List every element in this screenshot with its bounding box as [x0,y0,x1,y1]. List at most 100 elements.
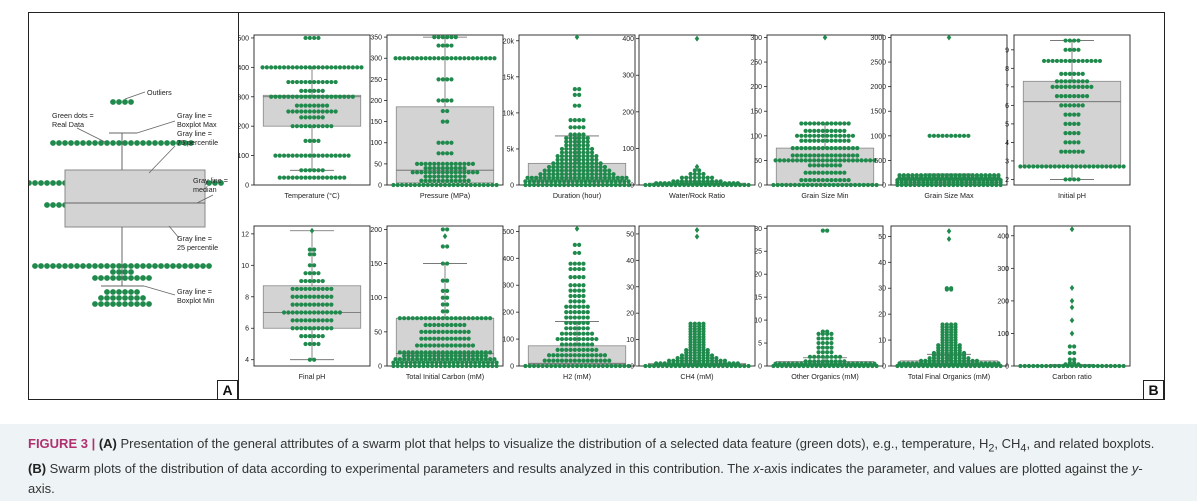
data-point [953,173,958,178]
data-point [299,109,304,114]
data-point [1084,58,1090,64]
data-point [559,157,565,162]
legend-data-dot [104,301,110,307]
data-point [277,175,282,180]
data-point [466,316,471,321]
data-point [581,125,586,130]
data-point [816,354,821,359]
data-point [816,359,821,364]
data-point [307,271,312,276]
box-iqr [262,94,362,127]
data-point [572,164,577,170]
data-point [329,318,334,323]
data-point [551,168,556,173]
data-point [449,98,454,103]
data-point [307,341,312,347]
data-point [624,175,629,180]
data-point [494,363,499,369]
data-point [316,168,321,173]
data-point [307,175,312,180]
data-point [581,161,586,166]
legend-data-dot [122,99,128,105]
data-point [466,56,471,61]
data-point [404,363,409,369]
legend-data-dot [104,289,110,295]
data-point [436,174,441,179]
data-point [568,288,573,293]
data-point [410,353,415,358]
data-point [647,363,652,369]
data-point [473,182,478,188]
legend-data-dot [86,263,92,269]
data-point [440,43,445,48]
data-point [572,154,577,159]
data-point [564,164,569,170]
data-point [609,179,614,184]
legend-data-dot [146,140,152,146]
data-point [273,153,278,158]
legend-data-dot [146,301,152,307]
data-point [799,361,804,366]
data-point [600,363,605,369]
data-point [572,315,577,320]
data-point [457,161,463,166]
y-tick-label: 7 [1005,84,1009,91]
data-point [613,182,618,188]
data-point [481,363,486,369]
data-point [490,182,495,188]
data-point [316,138,321,143]
data-point [585,136,590,141]
data-point [395,363,400,369]
data-point [602,164,608,170]
data-point [277,153,282,158]
data-point [1074,164,1079,169]
data-point [1121,363,1126,369]
data-point [412,360,417,365]
data-point [833,158,838,163]
data-point [855,158,860,163]
data-point [1076,58,1081,64]
data-point [598,161,603,166]
data-point [775,182,780,188]
data-point [577,358,582,363]
data-point [445,43,450,48]
data-point [290,175,295,180]
data-point [564,315,569,320]
data-point [572,326,577,331]
data-point [445,161,450,166]
data-point [312,138,317,143]
data-point [466,329,471,334]
data-point [812,153,817,158]
data-point [585,168,590,173]
data-point [432,353,437,358]
data-point [273,65,278,70]
data-point [577,353,582,358]
data-point [857,182,862,188]
data-point [312,65,317,70]
data-point [546,164,552,170]
x-axis-label: Water/Rock Ratio [669,191,725,200]
data-point [303,65,308,70]
data-point [1112,164,1118,169]
data-point [568,146,573,152]
data-point [577,157,582,162]
data-point [445,261,450,266]
data-point [1063,177,1068,182]
data-point [705,179,710,184]
data-point [316,310,321,315]
data-point [436,357,441,362]
data-point [735,361,740,366]
data-point [457,350,463,355]
data-point [581,136,586,141]
data-point [470,350,476,355]
legend-data-dot [116,269,122,275]
data-point [546,168,552,173]
data-point [432,165,437,171]
data-point [436,350,441,355]
data-point [846,146,851,151]
legend-data-dot [104,140,110,146]
data-point [436,322,441,328]
data-point [799,153,804,158]
data-point [853,182,858,188]
